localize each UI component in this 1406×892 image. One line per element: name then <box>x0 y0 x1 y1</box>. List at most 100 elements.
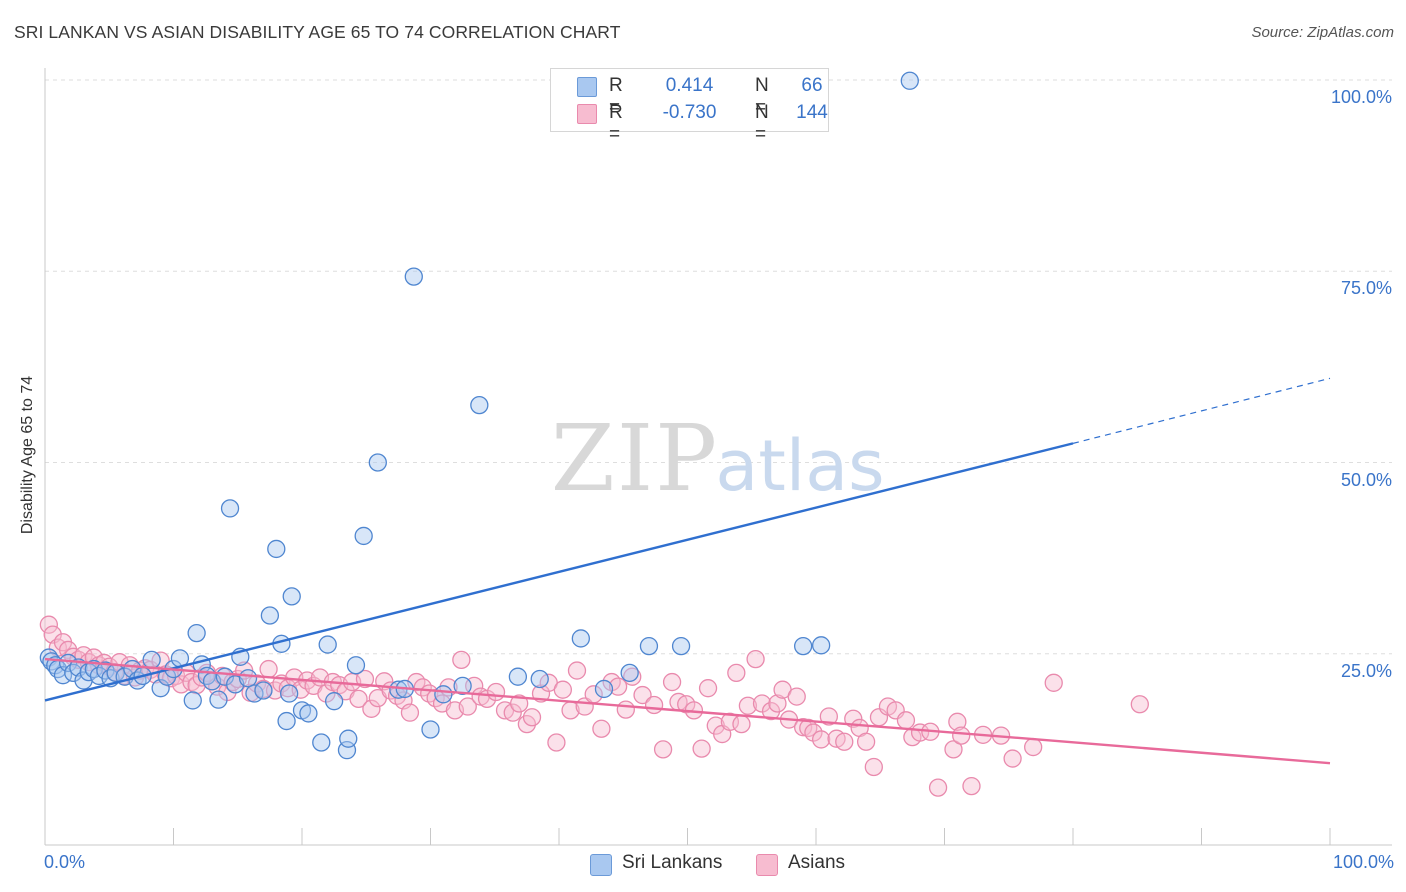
data-point <box>503 703 522 722</box>
data-point <box>928 778 948 797</box>
data-point <box>220 499 240 518</box>
data-point <box>738 696 758 715</box>
data-point <box>662 672 682 692</box>
data-point <box>254 681 273 700</box>
data-point <box>698 679 718 698</box>
data-point <box>453 676 472 696</box>
legend-swatch-pink <box>577 104 597 124</box>
data-point <box>64 663 83 683</box>
legend-n-label: N = <box>755 102 769 145</box>
data-point <box>864 757 883 777</box>
data-point <box>259 659 278 679</box>
data-point <box>620 663 639 683</box>
data-point <box>644 695 664 715</box>
trend-lines <box>44 377 1331 765</box>
svg-text:ZIP: ZIP <box>551 405 719 512</box>
correlation-legend: R = 0.414 N = 66 R = -0.730 N = 144 <box>550 68 829 145</box>
data-point <box>692 739 711 758</box>
legend-r-value: 0.414 <box>665 75 714 96</box>
data-point <box>421 720 440 739</box>
data-point <box>1044 673 1063 692</box>
data-point <box>594 679 614 699</box>
data-point <box>299 704 318 723</box>
y-tick-label: 25.0% <box>1340 660 1392 681</box>
data-point <box>151 679 170 698</box>
y-tick-label: 75.0% <box>1340 278 1392 299</box>
data-point <box>1024 737 1043 757</box>
legend-swatch-blue <box>577 77 597 97</box>
legend-r-label: R = <box>609 75 623 118</box>
data-point <box>486 682 506 702</box>
data-point <box>567 661 587 680</box>
data-point <box>368 453 387 472</box>
asians-trend-line <box>44 657 1331 765</box>
data-point <box>768 694 787 713</box>
sri-lankans-trend-line <box>44 442 1074 702</box>
chart-title: SRI LANKAN VS ASIAN DISABILITY AGE 65 TO… <box>14 22 621 42</box>
data-point <box>339 729 358 748</box>
data-point <box>209 690 228 709</box>
data-point <box>633 685 652 705</box>
y-tick-label: 50.0% <box>1340 469 1392 490</box>
x-tick-label-min: 0.0% <box>44 852 86 872</box>
legend-n-value: 66 <box>801 75 823 96</box>
data-point <box>400 703 420 722</box>
data-point <box>720 712 740 731</box>
data-point <box>58 653 78 673</box>
data-point <box>1130 695 1149 714</box>
data-point <box>312 733 331 752</box>
data-point <box>530 669 549 689</box>
data-point <box>458 697 477 716</box>
data-point <box>238 669 258 688</box>
legend-n-label: N = <box>755 75 769 118</box>
svg-text:atlas: atlas <box>715 425 884 507</box>
data-point <box>355 669 375 689</box>
sri-lankans-points <box>39 69 919 760</box>
data-point <box>952 726 971 745</box>
legend-label-sri-lankans: Sri Lankans <box>622 852 723 873</box>
data-point <box>608 677 628 696</box>
data-point <box>183 691 202 710</box>
x-tick-label-max: 100.0% <box>1332 852 1394 872</box>
asians-points <box>39 615 1149 797</box>
data-point <box>182 672 201 692</box>
data-point <box>835 732 854 751</box>
data-point <box>944 740 963 759</box>
data-point <box>746 649 765 669</box>
legend-swatch-pink <box>756 854 778 876</box>
data-point <box>794 636 813 656</box>
data-point <box>811 636 831 655</box>
sri-lankans-trend-extension <box>1072 377 1331 444</box>
legend-r-label: R = <box>609 102 623 145</box>
data-point <box>277 711 296 731</box>
data-point <box>187 623 206 643</box>
y-tick-label: 100.0% <box>1330 87 1392 107</box>
data-point <box>346 656 366 675</box>
data-point <box>616 700 635 719</box>
data-point <box>547 733 566 752</box>
data-point <box>317 684 336 703</box>
data-point <box>267 539 286 559</box>
data-point <box>794 718 813 737</box>
data-point <box>592 719 611 738</box>
data-point <box>318 635 337 654</box>
data-point <box>900 71 919 90</box>
data-point <box>910 723 930 742</box>
data-point <box>260 606 280 625</box>
data-point <box>349 689 368 709</box>
data-point <box>510 694 529 713</box>
data-point <box>39 615 59 634</box>
grid-lines <box>45 79 1392 655</box>
data-point <box>279 684 299 703</box>
data-point <box>811 730 831 749</box>
axes <box>44 68 1392 846</box>
data-point <box>452 650 471 670</box>
data-point <box>522 708 542 727</box>
data-point <box>727 663 746 683</box>
data-point <box>282 587 301 606</box>
data-point <box>470 395 489 415</box>
data-point <box>787 687 806 706</box>
data-point <box>671 636 691 656</box>
data-point <box>571 629 590 648</box>
